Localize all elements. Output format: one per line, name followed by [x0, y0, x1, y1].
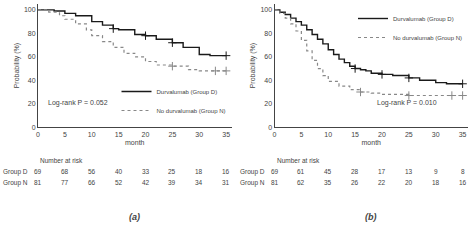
svg-text:40: 40 [264, 77, 272, 84]
svg-text:month: month [125, 139, 145, 146]
svg-text:30: 30 [432, 131, 440, 138]
svg-text:25: 25 [168, 168, 176, 175]
svg-text:(b): (b) [365, 212, 377, 222]
svg-text:62: 62 [297, 179, 305, 186]
svg-text:25: 25 [168, 131, 176, 138]
svg-text:80: 80 [264, 30, 272, 37]
svg-text:77: 77 [61, 179, 69, 186]
svg-text:60: 60 [264, 53, 272, 60]
svg-text:45: 45 [324, 168, 332, 175]
svg-text:20: 20 [378, 131, 386, 138]
svg-text:(a): (a) [129, 212, 140, 222]
svg-text:Number at risk: Number at risk [40, 157, 83, 164]
svg-text:Log-rank P = 0.010: Log-rank P = 0.010 [377, 99, 437, 107]
svg-text:17: 17 [378, 168, 386, 175]
svg-text:16: 16 [459, 179, 467, 186]
svg-text:40: 40 [115, 168, 123, 175]
svg-text:26: 26 [351, 179, 359, 186]
svg-text:35: 35 [459, 131, 467, 138]
svg-text:Durvalumab (Group D): Durvalumab (Group D) [393, 16, 454, 22]
svg-text:Probability (%): Probability (%) [13, 43, 21, 89]
svg-text:Group D: Group D [240, 168, 265, 176]
svg-text:60: 60 [28, 53, 36, 60]
svg-text:33: 33 [142, 168, 150, 175]
svg-text:52: 52 [115, 179, 123, 186]
svg-text:81: 81 [271, 179, 279, 186]
svg-text:61: 61 [297, 168, 305, 175]
svg-text:42: 42 [142, 179, 150, 186]
svg-text:18: 18 [195, 168, 203, 175]
svg-text:0: 0 [32, 124, 36, 131]
svg-text:66: 66 [88, 179, 96, 186]
svg-text:20: 20 [28, 100, 36, 107]
svg-text:100: 100 [24, 6, 36, 13]
svg-text:Group D: Group D [3, 168, 28, 176]
svg-text:39: 39 [168, 179, 176, 186]
svg-text:Group N: Group N [240, 179, 265, 187]
svg-text:40: 40 [28, 77, 36, 84]
svg-text:18: 18 [432, 179, 440, 186]
svg-text:No durvalumab (Group N): No durvalumab (Group N) [393, 35, 462, 41]
svg-text:22: 22 [378, 179, 386, 186]
svg-text:Log-rank P = 0.052: Log-rank P = 0.052 [48, 99, 108, 107]
svg-text:0: 0 [273, 131, 277, 138]
svg-text:25: 25 [405, 131, 413, 138]
svg-text:Group N: Group N [3, 179, 28, 187]
svg-text:15: 15 [115, 131, 123, 138]
svg-text:20: 20 [142, 131, 150, 138]
svg-text:80: 80 [28, 30, 36, 37]
svg-text:69: 69 [34, 168, 42, 175]
svg-text:0: 0 [268, 124, 272, 131]
svg-text:10: 10 [88, 131, 96, 138]
svg-text:31: 31 [222, 179, 230, 186]
svg-text:16: 16 [222, 168, 230, 175]
svg-text:5: 5 [63, 131, 67, 138]
svg-text:68: 68 [61, 168, 69, 175]
svg-text:13: 13 [405, 168, 413, 175]
svg-text:Durvalumab (Group D): Durvalumab (Group D) [157, 89, 218, 95]
svg-text:10: 10 [324, 131, 332, 138]
svg-text:5: 5 [299, 131, 303, 138]
svg-text:20: 20 [405, 179, 413, 186]
svg-text:56: 56 [88, 168, 96, 175]
svg-text:Number at risk: Number at risk [277, 157, 320, 164]
svg-text:9: 9 [434, 168, 438, 175]
svg-text:35: 35 [222, 131, 230, 138]
svg-text:No durvalumab (Group N): No durvalumab (Group N) [157, 108, 226, 114]
svg-text:20: 20 [264, 100, 272, 107]
svg-text:100: 100 [260, 6, 272, 13]
svg-text:28: 28 [351, 168, 359, 175]
svg-text:34: 34 [195, 179, 203, 186]
svg-text:30: 30 [195, 131, 203, 138]
svg-text:81: 81 [34, 179, 42, 186]
svg-text:month: month [362, 139, 382, 146]
svg-text:69: 69 [271, 168, 279, 175]
svg-text:15: 15 [351, 131, 359, 138]
svg-text:35: 35 [324, 179, 332, 186]
svg-text:0: 0 [36, 131, 40, 138]
svg-text:Probability (%): Probability (%) [249, 43, 257, 89]
svg-text:8: 8 [461, 168, 465, 175]
